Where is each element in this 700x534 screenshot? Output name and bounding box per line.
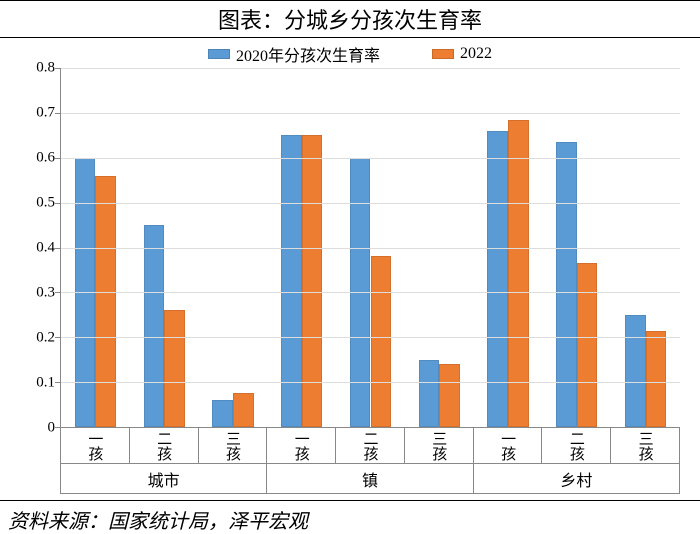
x-group-label: 城市 [60, 464, 266, 494]
y-tick-mark [55, 292, 61, 293]
chart-container: 图表：分城乡分孩次生育率 2020年分孩次生育率 2022 00.10.20.3… [0, 0, 700, 503]
grid-line [61, 113, 680, 114]
bar [95, 176, 116, 427]
legend-item-2020: 2020年分孩次生育率 [208, 42, 380, 66]
x-axis-child-order: 一孩二孩三孩一孩二孩三孩一孩二孩三孩 [60, 428, 680, 464]
x-sub-label: 一孩 [266, 428, 335, 464]
grid-line [61, 337, 680, 338]
y-tick-label: 0.7 [15, 105, 55, 122]
y-tick-mark [55, 248, 61, 249]
grid-line [61, 68, 680, 69]
y-tick-label: 0.4 [15, 240, 55, 257]
y-tick-label: 0.3 [15, 285, 55, 302]
bar [419, 360, 440, 427]
bar [646, 331, 667, 427]
y-tick-mark [55, 203, 61, 204]
legend-swatch-2020 [208, 49, 230, 59]
x-sub-label: 三孩 [198, 428, 267, 464]
x-sub-label: 二孩 [129, 428, 198, 464]
legend-swatch-2022 [432, 49, 454, 59]
legend-label-2020: 2020年分孩次生育率 [236, 42, 380, 66]
x-sub-label: 三孩 [610, 428, 680, 464]
y-tick-mark [55, 113, 61, 114]
grid-line [61, 158, 680, 159]
bar [281, 135, 302, 427]
grid-line [61, 248, 680, 249]
y-tick-label: 0.8 [15, 60, 55, 77]
bar [625, 315, 646, 427]
y-tick-label: 0 [15, 420, 55, 437]
y-tick-mark [55, 68, 61, 69]
bar [508, 120, 529, 427]
x-sub-label: 二孩 [541, 428, 610, 464]
grid-line [61, 382, 680, 383]
y-tick-label: 0.6 [15, 150, 55, 167]
plot-grid [60, 68, 680, 428]
bar [233, 393, 254, 427]
bar [144, 225, 165, 427]
bar [439, 364, 460, 427]
y-tick-mark [55, 158, 61, 159]
y-tick-mark [55, 382, 61, 383]
x-group-label: 乡村 [473, 464, 680, 494]
y-tick-label: 0.2 [15, 330, 55, 347]
bar [556, 142, 577, 427]
grid-line [61, 292, 680, 293]
bar [577, 263, 598, 427]
x-sub-label: 二孩 [335, 428, 404, 464]
x-sub-label: 三孩 [404, 428, 473, 464]
bar [212, 400, 233, 427]
bar [164, 310, 185, 427]
x-sub-label: 一孩 [60, 428, 129, 464]
legend-item-2022: 2022 [432, 45, 492, 63]
grid-line [61, 203, 680, 204]
x-group-label: 镇 [266, 464, 472, 494]
x-axis-region: 城市镇乡村 [60, 464, 680, 494]
bar [371, 256, 392, 427]
chart-title: 图表：分城乡分孩次生育率 [0, 0, 700, 38]
y-tick-label: 0.5 [15, 195, 55, 212]
plot-area: 00.10.20.30.40.50.60.70.8 [60, 68, 680, 428]
y-tick-label: 0.1 [15, 375, 55, 392]
source-text: 资料来源：国家统计局，泽平宏观 [0, 500, 700, 534]
legend-label-2022: 2022 [460, 45, 492, 63]
legend: 2020年分孩次生育率 2022 [0, 38, 700, 68]
bar [302, 135, 323, 427]
x-sub-label: 一孩 [473, 428, 542, 464]
y-tick-mark [55, 337, 61, 338]
y-axis: 00.10.20.30.40.50.60.70.8 [15, 68, 55, 428]
